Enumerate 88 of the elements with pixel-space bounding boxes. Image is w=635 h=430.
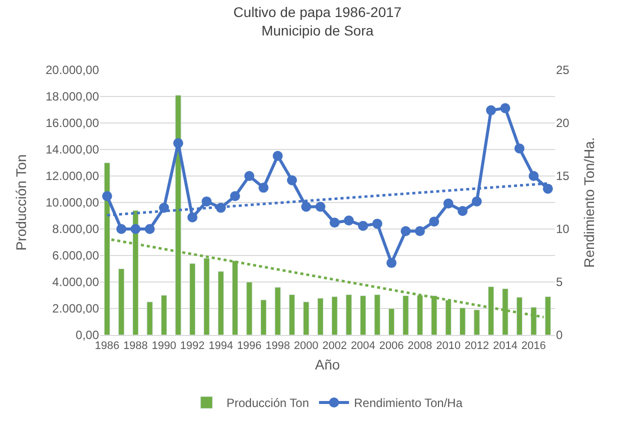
x-tick-label: 2000 bbox=[294, 340, 318, 352]
point bbox=[386, 258, 396, 268]
bar bbox=[317, 298, 324, 335]
point bbox=[542, 184, 553, 194]
x-tick-label: 1990 bbox=[152, 340, 176, 352]
y-tick-label: 10.000,00 bbox=[46, 196, 100, 210]
y2-tick-label: 20 bbox=[556, 116, 570, 130]
y-tick-label: 12.000,00 bbox=[46, 169, 100, 184]
point bbox=[528, 171, 539, 181]
point bbox=[358, 220, 368, 231]
point bbox=[102, 191, 112, 202]
point bbox=[514, 143, 524, 154]
x-tick-label: 1988 bbox=[123, 340, 148, 352]
point bbox=[187, 212, 198, 222]
x-tick-label: 1992 bbox=[180, 340, 205, 352]
point bbox=[429, 216, 440, 227]
x-axis-title: Año bbox=[315, 356, 340, 372]
x-tick-label: 2006 bbox=[379, 340, 404, 352]
point bbox=[244, 171, 254, 181]
bar bbox=[146, 302, 153, 335]
y2-tick-label: 5 bbox=[556, 275, 563, 290]
bar bbox=[160, 295, 168, 335]
bar bbox=[288, 294, 296, 335]
point bbox=[258, 182, 269, 193]
point bbox=[230, 191, 240, 202]
point bbox=[173, 138, 184, 148]
point bbox=[458, 206, 468, 216]
point bbox=[130, 224, 141, 234]
y-axis-title: Producción Ton bbox=[13, 154, 30, 251]
y2-tick-label: 10 bbox=[556, 222, 570, 236]
bar bbox=[260, 300, 267, 335]
point bbox=[500, 103, 510, 114]
bar bbox=[346, 294, 352, 335]
x-tick-label: 1994 bbox=[208, 340, 234, 352]
y-tick-label: 0,00 bbox=[76, 328, 100, 342]
point bbox=[286, 175, 297, 186]
chart-title: Cultivo de papa 1986-2017 bbox=[233, 4, 402, 20]
bar bbox=[118, 268, 124, 335]
point bbox=[116, 224, 126, 234]
legend-label: Producción Ton bbox=[226, 396, 309, 410]
x-tick-label: 2004 bbox=[350, 340, 376, 352]
bar bbox=[360, 295, 366, 335]
bar bbox=[303, 302, 310, 335]
point bbox=[400, 226, 411, 236]
bar bbox=[459, 308, 466, 335]
chart-subtitle: Municipio de Sora bbox=[261, 22, 374, 38]
x-tick-label: 1996 bbox=[237, 340, 262, 352]
bar bbox=[274, 287, 281, 335]
x-tick-label: 1986 bbox=[94, 340, 120, 352]
x-tick-label: 2008 bbox=[408, 340, 432, 352]
point bbox=[301, 202, 312, 212]
bar bbox=[218, 271, 224, 335]
y2-tick-label: 15 bbox=[556, 169, 570, 184]
legend-label: Rendimiento Ton/Ha bbox=[354, 396, 463, 410]
x-tick-label: 2012 bbox=[464, 340, 490, 352]
bar bbox=[474, 310, 480, 335]
point bbox=[344, 216, 354, 226]
y2-axis-title: Rendimiento Ton/Ha. bbox=[580, 137, 597, 268]
point bbox=[372, 218, 382, 229]
bar bbox=[332, 296, 338, 335]
y-tick-label: 8.000,00 bbox=[52, 222, 100, 236]
x-tick-label: 2010 bbox=[436, 340, 461, 352]
point bbox=[144, 224, 155, 234]
x-tick-label: 2016 bbox=[521, 340, 546, 352]
y-tick-label: 18.000,00 bbox=[46, 90, 100, 104]
y-tick-label: 14.000,00 bbox=[46, 142, 100, 157]
y2-tick-label: 25 bbox=[556, 63, 570, 78]
x-tick-label: 1998 bbox=[265, 340, 290, 352]
y2-tick-label: 0 bbox=[556, 328, 563, 342]
point bbox=[315, 202, 326, 212]
bar bbox=[189, 263, 196, 335]
point bbox=[443, 198, 454, 209]
point bbox=[202, 196, 212, 206]
y-tick-label: 4.000,00 bbox=[52, 275, 100, 290]
x-tick-label: 2014 bbox=[492, 340, 518, 352]
x-tick-label: 2002 bbox=[322, 340, 347, 352]
y-tick-label: 2.000,00 bbox=[52, 302, 100, 316]
point bbox=[272, 150, 283, 161]
bar bbox=[388, 308, 395, 335]
point bbox=[414, 226, 425, 236]
bar bbox=[246, 282, 252, 335]
point bbox=[330, 218, 340, 228]
y-tick-label: 20.000,00 bbox=[46, 63, 100, 78]
point bbox=[486, 105, 496, 116]
y-tick-label: 16.000,00 bbox=[46, 116, 100, 130]
y-tick-label: 6.000,00 bbox=[52, 248, 100, 263]
bar bbox=[374, 294, 380, 335]
point bbox=[472, 196, 482, 206]
